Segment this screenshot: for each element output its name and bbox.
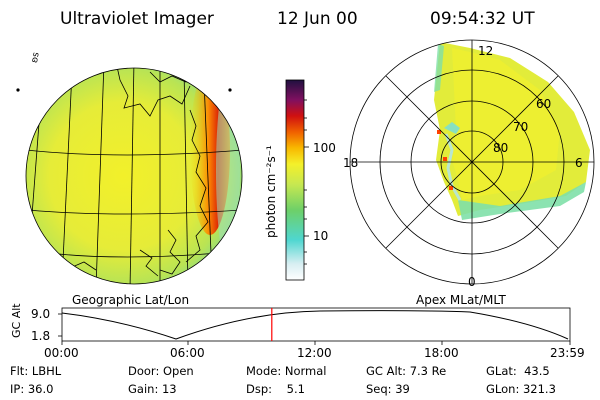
- header-time: 09:54:32 UT: [430, 9, 535, 29]
- altitude-xtick: 06:00: [170, 346, 205, 360]
- status-mode: Mode: Normal: [246, 364, 327, 378]
- status-glat: GLat: 43.5: [486, 364, 550, 378]
- status-glon: GLon: 321.3: [486, 382, 556, 396]
- altitude-xtick: 23:59: [550, 346, 585, 360]
- star-marker: [228, 88, 232, 92]
- colorbar-ticks: [304, 99, 309, 265]
- altitude-curve: [61, 310, 569, 340]
- mlat-label-70: 70: [513, 120, 529, 134]
- earth-disk: [26, 68, 242, 284]
- mlt-label-18: 18: [343, 156, 359, 170]
- status-gain: Gain: 13: [128, 382, 177, 396]
- status-gc-alt: GC Alt: 7.3 Re: [366, 364, 447, 378]
- mlat-label-60: 60: [536, 97, 552, 111]
- status-ip: IP: 36.0: [10, 382, 54, 396]
- altitude-xtick: 18:00: [424, 346, 459, 360]
- header-date: 12 Jun 00: [277, 9, 358, 29]
- mlat-label-80: 80: [493, 141, 509, 155]
- mlt-label-0: 0: [468, 275, 476, 289]
- status-dsp: Dsp: 5.1: [246, 382, 305, 396]
- polar-grid: [349, 39, 595, 285]
- status-seq: Seq: 39: [366, 382, 410, 396]
- globe-title: Geographic Lat/Lon: [72, 293, 190, 307]
- mlt-label-12: 12: [478, 44, 494, 58]
- status-door: Door: Open: [128, 364, 194, 378]
- altitude-ytick-high: 9.0: [31, 307, 51, 321]
- star-marker: [16, 88, 20, 92]
- altitude-ylabel: GC Alt: [10, 303, 23, 338]
- polar-title: Apex MLat/MLT: [416, 293, 506, 307]
- mlt-label-6: 6: [575, 156, 583, 170]
- altitude-x-ticks: [58, 313, 571, 345]
- meridian-lines: [27, 68, 213, 284]
- status-filter: Flt: LBHL: [10, 364, 62, 378]
- altitude-xtick: 00:00: [44, 346, 79, 360]
- instrument-title: Ultraviolet Imager: [60, 9, 214, 29]
- colorbar-tick-100: 100: [313, 141, 336, 155]
- altitude-xtick: 12:00: [297, 346, 332, 360]
- altitude-plot-frame: [61, 307, 571, 342]
- altitude-ytick-low: 1.8: [31, 329, 51, 343]
- colorbar-tick-10: 10: [313, 229, 329, 243]
